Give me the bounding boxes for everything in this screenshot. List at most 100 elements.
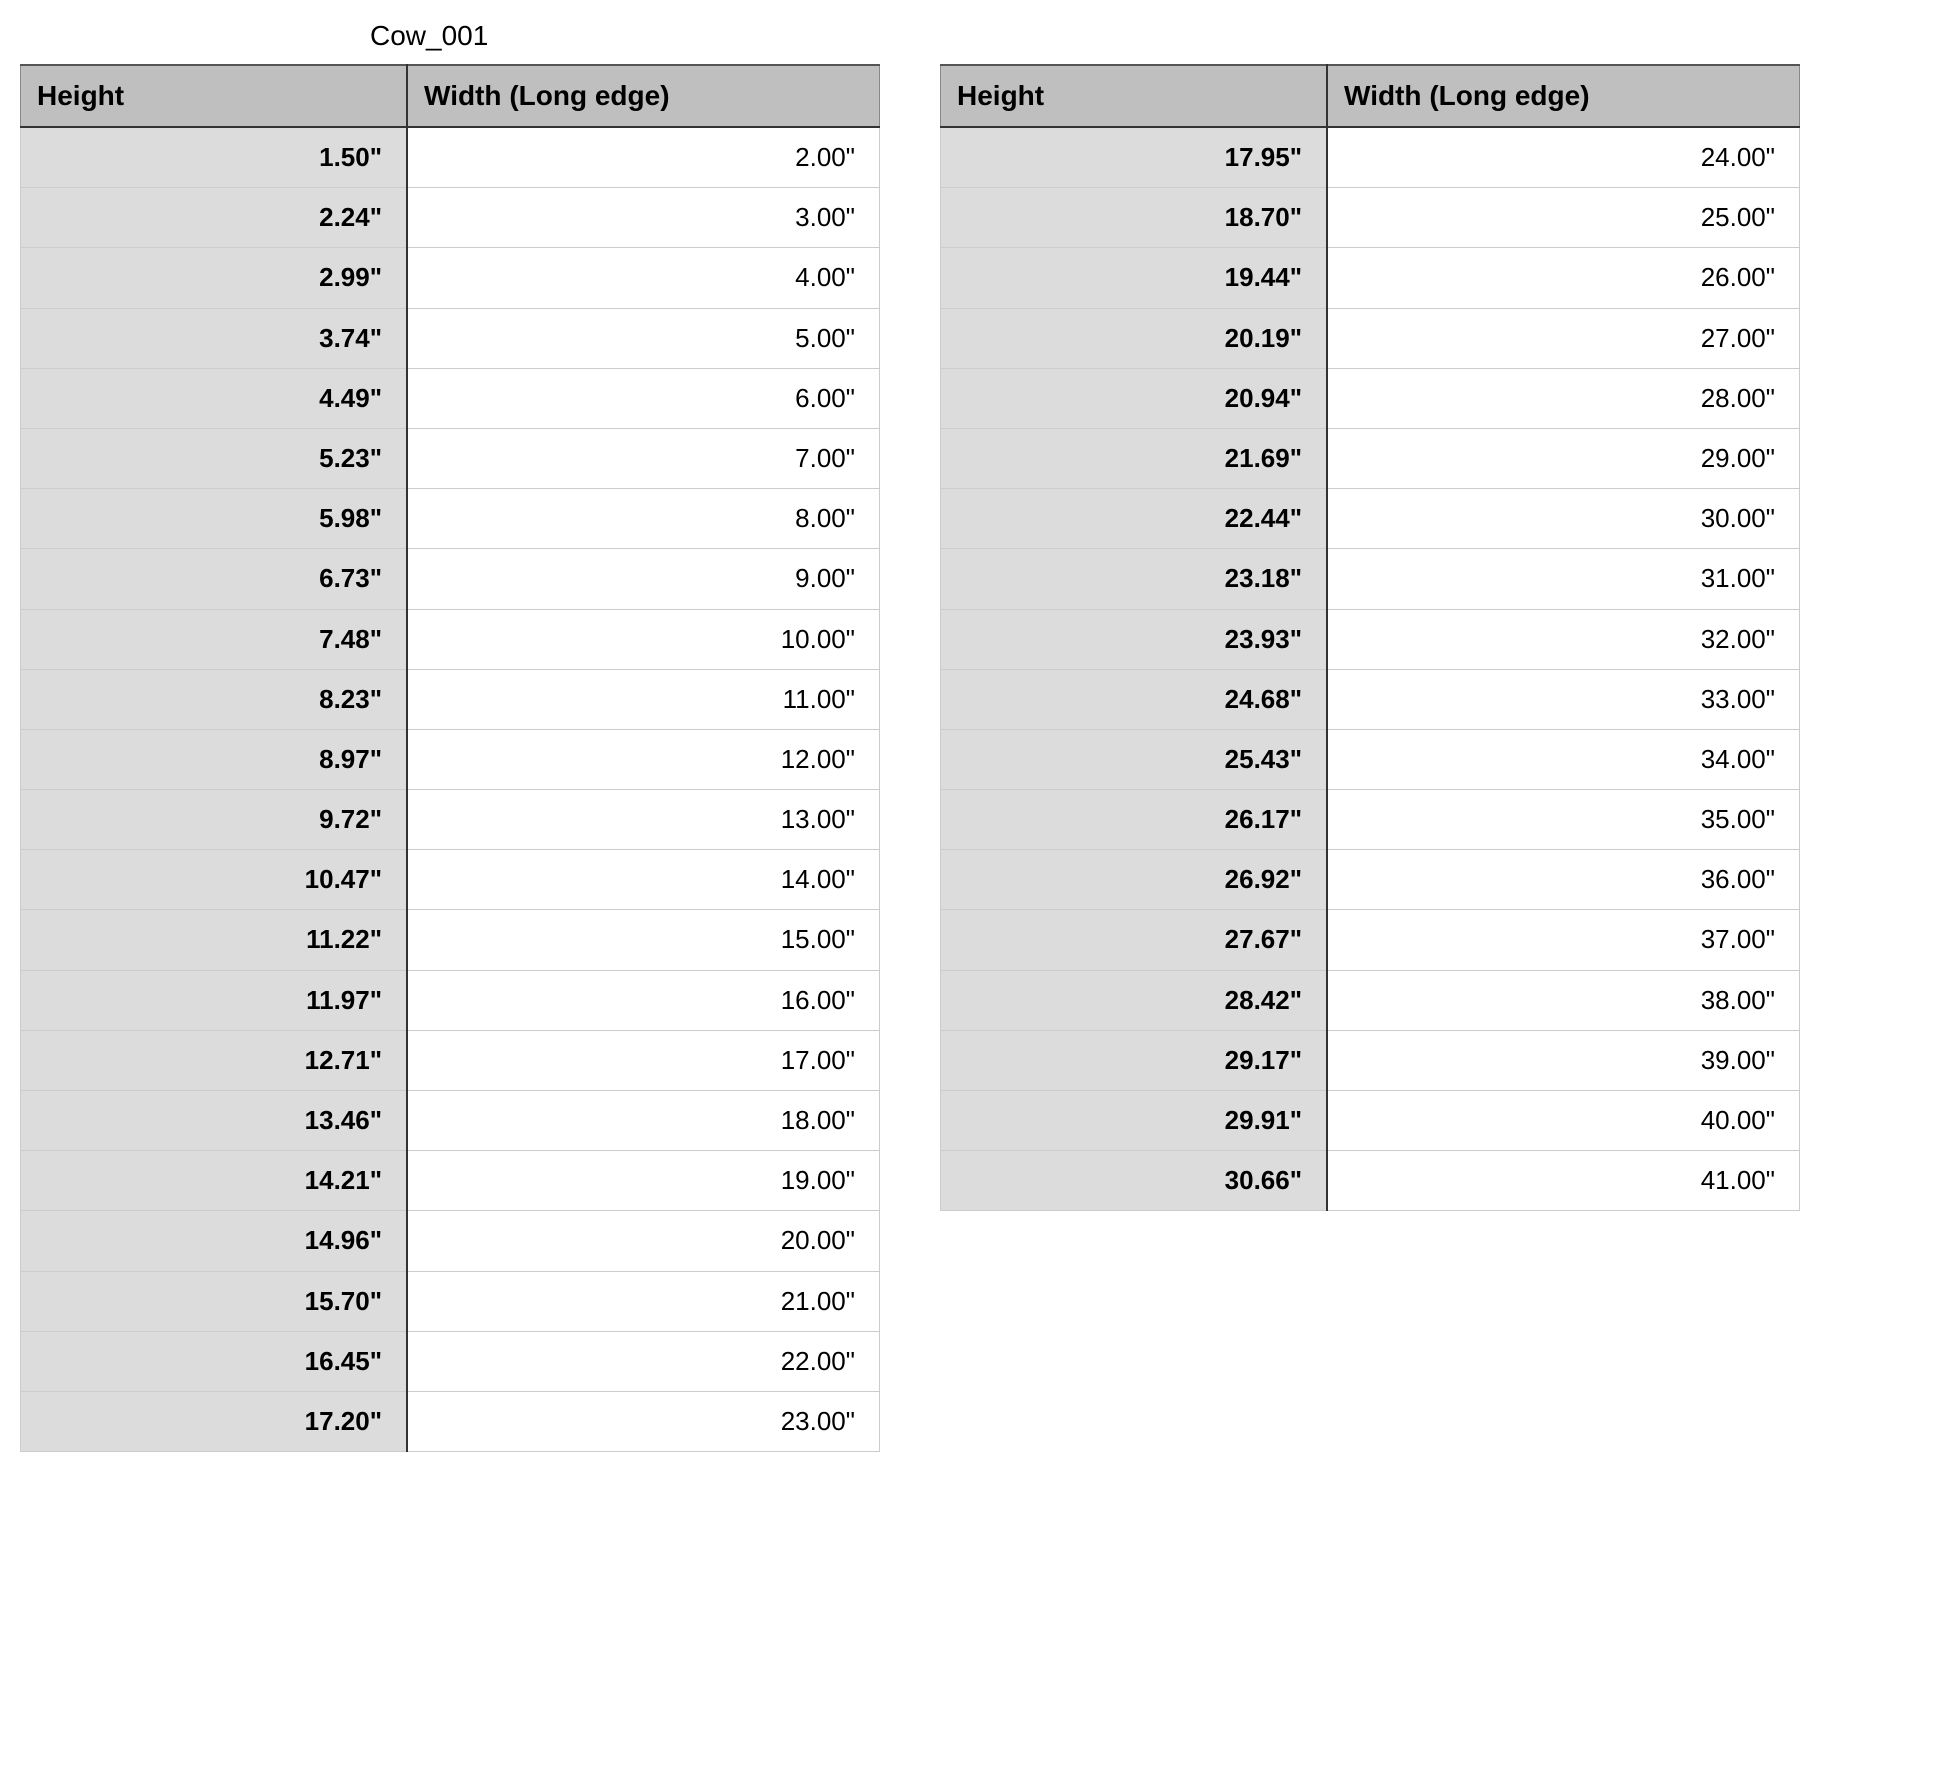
- cell-height: 17.20": [21, 1391, 408, 1451]
- cell-height: 7.48": [21, 609, 408, 669]
- table-row: 17.95"24.00": [941, 127, 1800, 188]
- table-row: 28.42"38.00": [941, 970, 1800, 1030]
- cell-height: 26.92": [941, 850, 1328, 910]
- cell-height: 20.94": [941, 368, 1328, 428]
- cell-height: 2.99": [21, 248, 408, 308]
- table-row: 20.94"28.00": [941, 368, 1800, 428]
- cell-height: 29.91": [941, 1091, 1328, 1151]
- table-row: 22.44"30.00": [941, 489, 1800, 549]
- cell-width: 12.00": [407, 729, 879, 789]
- cell-height: 26.17": [941, 790, 1328, 850]
- table-row: 14.21"19.00": [21, 1151, 880, 1211]
- table-row: 29.91"40.00": [941, 1091, 1800, 1151]
- table-row: 10.47"14.00": [21, 850, 880, 910]
- table-row: 24.68"33.00": [941, 669, 1800, 729]
- cell-width: 4.00": [407, 248, 879, 308]
- cell-width: 31.00": [1327, 549, 1799, 609]
- cell-height: 24.68": [941, 669, 1328, 729]
- table-row: 6.73"9.00": [21, 549, 880, 609]
- cell-height: 19.44": [941, 248, 1328, 308]
- cell-height: 5.23": [21, 428, 408, 488]
- cell-height: 17.95": [941, 127, 1328, 188]
- cell-height: 22.44": [941, 489, 1328, 549]
- table-row: 23.18"31.00": [941, 549, 1800, 609]
- table-row: 20.19"27.00": [941, 308, 1800, 368]
- cell-width: 40.00": [1327, 1091, 1799, 1151]
- table-row: 15.70"21.00": [21, 1271, 880, 1331]
- cell-width: 8.00": [407, 489, 879, 549]
- table-row: 19.44"26.00": [941, 248, 1800, 308]
- table-row: 26.17"35.00": [941, 790, 1800, 850]
- cell-width: 26.00": [1327, 248, 1799, 308]
- cell-height: 6.73": [21, 549, 408, 609]
- cell-width: 36.00": [1327, 850, 1799, 910]
- cell-width: 34.00": [1327, 729, 1799, 789]
- cell-width: 41.00": [1327, 1151, 1799, 1211]
- cell-height: 20.19": [941, 308, 1328, 368]
- table-row: 11.22"15.00": [21, 910, 880, 970]
- cell-height: 11.97": [21, 970, 408, 1030]
- cell-height: 3.74": [21, 308, 408, 368]
- table-row: 18.70"25.00": [941, 188, 1800, 248]
- cell-width: 18.00": [407, 1091, 879, 1151]
- cell-width: 2.00": [407, 127, 879, 188]
- size-table-left: Height Width (Long edge) 1.50"2.00"2.24"…: [20, 64, 880, 1452]
- table-row: 17.20"23.00": [21, 1391, 880, 1451]
- cell-height: 14.21": [21, 1151, 408, 1211]
- cell-width: 24.00": [1327, 127, 1799, 188]
- cell-height: 8.97": [21, 729, 408, 789]
- cell-width: 30.00": [1327, 489, 1799, 549]
- table-row: 29.17"39.00": [941, 1030, 1800, 1090]
- cell-width: 27.00": [1327, 308, 1799, 368]
- table-row: 2.99"4.00": [21, 248, 880, 308]
- cell-width: 32.00": [1327, 609, 1799, 669]
- col-header-width: Width (Long edge): [1327, 65, 1799, 127]
- table-row: 8.97"12.00": [21, 729, 880, 789]
- table-row: 2.24"3.00": [21, 188, 880, 248]
- cell-width: 19.00": [407, 1151, 879, 1211]
- table-header-row: Height Width (Long edge): [21, 65, 880, 127]
- cell-width: 5.00": [407, 308, 879, 368]
- table-row: 11.97"16.00": [21, 970, 880, 1030]
- cell-height: 27.67": [941, 910, 1328, 970]
- cell-width: 9.00": [407, 549, 879, 609]
- table-row: 12.71"17.00": [21, 1030, 880, 1090]
- cell-height: 16.45": [21, 1331, 408, 1391]
- cell-height: 29.17": [941, 1030, 1328, 1090]
- table-row: 5.23"7.00": [21, 428, 880, 488]
- cell-width: 14.00": [407, 850, 879, 910]
- cell-height: 2.24": [21, 188, 408, 248]
- cell-height: 13.46": [21, 1091, 408, 1151]
- cell-width: 3.00": [407, 188, 879, 248]
- table-row: 16.45"22.00": [21, 1331, 880, 1391]
- cell-width: 25.00": [1327, 188, 1799, 248]
- cell-height: 23.93": [941, 609, 1328, 669]
- table-row: 25.43"34.00": [941, 729, 1800, 789]
- table-row: 4.49"6.00": [21, 368, 880, 428]
- table-row: 30.66"41.00": [941, 1151, 1800, 1211]
- cell-width: 17.00": [407, 1030, 879, 1090]
- cell-height: 14.96": [21, 1211, 408, 1271]
- cell-width: 29.00": [1327, 428, 1799, 488]
- table-row: 9.72"13.00": [21, 790, 880, 850]
- col-header-height: Height: [941, 65, 1328, 127]
- cell-height: 9.72": [21, 790, 408, 850]
- cell-height: 5.98": [21, 489, 408, 549]
- table-row: 27.67"37.00": [941, 910, 1800, 970]
- cell-width: 35.00": [1327, 790, 1799, 850]
- cell-width: 13.00": [407, 790, 879, 850]
- cell-height: 8.23": [21, 669, 408, 729]
- table-row: 23.93"32.00": [941, 609, 1800, 669]
- table-row: 1.50"2.00": [21, 127, 880, 188]
- cell-width: 28.00": [1327, 368, 1799, 428]
- table-header-row: Height Width (Long edge): [941, 65, 1800, 127]
- cell-height: 12.71": [21, 1030, 408, 1090]
- cell-width: 10.00": [407, 609, 879, 669]
- cell-width: 20.00": [407, 1211, 879, 1271]
- cell-height: 15.70": [21, 1271, 408, 1331]
- cell-height: 28.42": [941, 970, 1328, 1030]
- cell-height: 30.66": [941, 1151, 1328, 1211]
- cell-height: 25.43": [941, 729, 1328, 789]
- cell-width: 7.00": [407, 428, 879, 488]
- page-title: Cow_001: [20, 20, 1926, 52]
